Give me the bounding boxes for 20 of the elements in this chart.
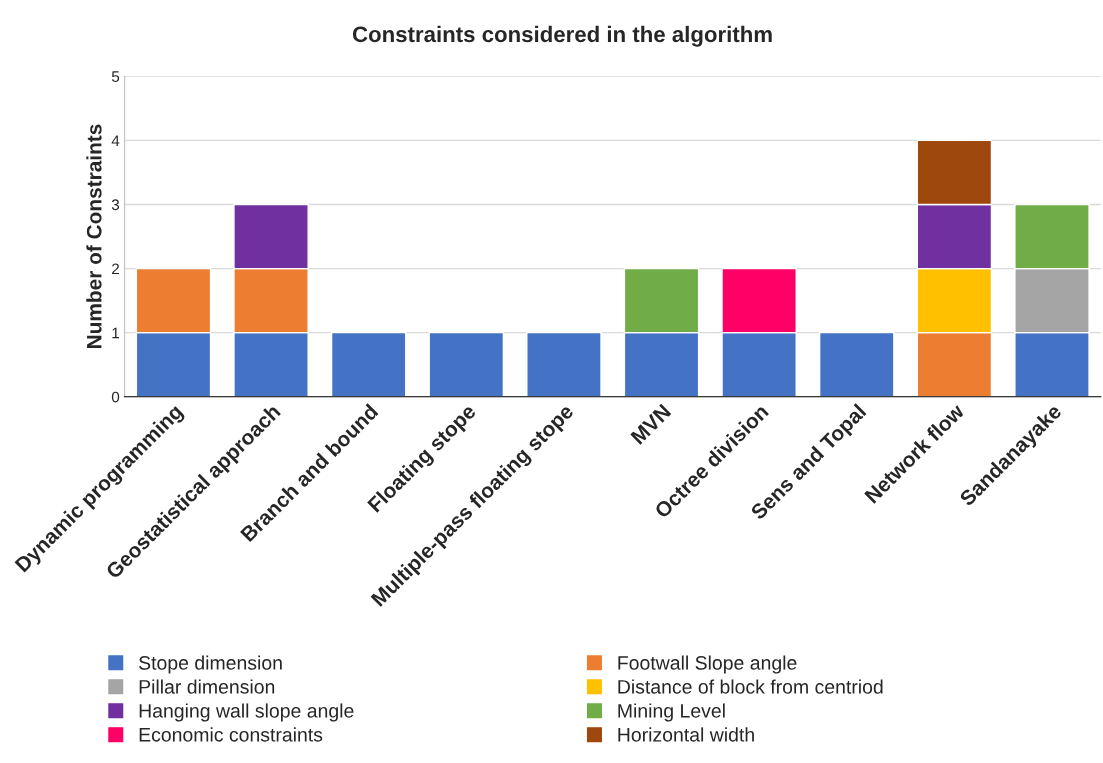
chart-title: Constraints considered in the algorithm [352, 25, 772, 47]
y-tick-label: 2 [112, 263, 120, 275]
bar [330, 331, 407, 397]
legend-label: Distance of block from centriod [618, 679, 883, 694]
legend-label: Economic constraints [139, 727, 323, 742]
y-tick-label: 5 [111, 71, 120, 82]
legend-label: Hanging wall slope angle [139, 703, 354, 722]
bar [428, 331, 505, 397]
bar [818, 331, 895, 397]
y-tick-label: 0 [111, 391, 120, 403]
bar [526, 331, 602, 397]
legend-label: Mining Level [618, 703, 725, 722]
y-tick-label: 1 [112, 327, 120, 339]
legend-label: Horizontal width [618, 727, 754, 742]
legend-label: Footwall Slope angle [618, 655, 797, 674]
legend-label: Stope dimension [139, 655, 282, 674]
y-tick-label: 4 [111, 135, 120, 146]
y-axis-title: Number of Constraints [86, 124, 102, 348]
legend-label: Pillar dimension [139, 679, 275, 694]
y-tick-label: 3 [111, 199, 120, 211]
